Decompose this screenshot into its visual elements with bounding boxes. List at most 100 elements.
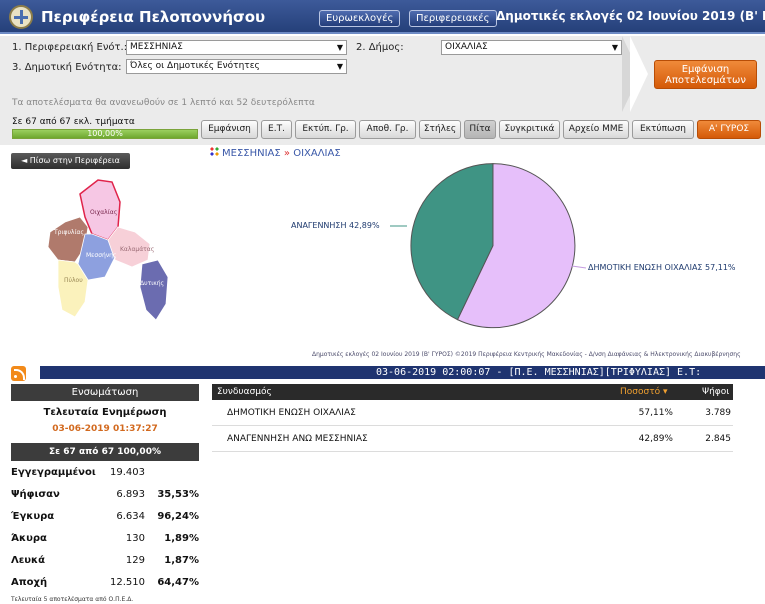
map-region-west-mani[interactable] [139,259,169,321]
news-ticker: 03-06-2019 02:00:07 - [Π.Ε. ΜΕΣΣΗΝΙΑΣ][Τ… [40,366,765,379]
map-region-kalamata[interactable] [107,226,151,268]
row-votes: 2.845 [705,434,731,444]
stat-row-registered: Εγγεγραμμένοι 19.403 [11,463,199,485]
row-percentage: 42,89% [638,434,673,444]
map-region-messini[interactable] [77,233,116,281]
stat-percent: 1,87% [164,555,199,566]
first-round-button[interactable]: Α' ΓΥΡΟΣ [697,120,761,139]
show-button[interactable]: Εμφάνιση [201,120,258,139]
breadcrumb-region[interactable]: ΜΕΣΣΗΝΙΑΣ [222,148,281,159]
map-label-pylos: Πύλου [64,277,83,284]
breadcrumb-separator: » [283,148,291,159]
table-row[interactable]: ΔΗΜΟΤΙΚΗ ΕΝΩΣΗ ΟΙΧΑΛΙΑΣ 57,11% 3.789 [212,400,733,426]
stat-value: 12.510 [110,577,145,588]
column-header-combination[interactable]: Συνδυασμός [217,387,272,397]
progress-text: Σε 67 από 67 εκλ. τμήματα [12,117,135,127]
stat-value: 6.893 [116,489,145,500]
stat-label: Λευκά [11,555,46,566]
coverage-bar: Σε 67 από 67 100,00% [11,443,199,461]
columns-button[interactable]: Στήλες [419,120,461,139]
stat-value: 19.403 [110,467,145,478]
row-votes: 3.789 [705,408,731,418]
page-title: Περιφέρεια Πελοποννήσου [41,8,266,26]
stat-label: Αποχή [11,577,48,588]
pie-slice-dimotiki-enosi[interactable] [456,163,576,329]
breadcrumb-municipality[interactable]: ΟΙΧΑΛΙΑΣ [293,148,341,159]
media-archive-button[interactable]: Αρχείο ΜΜΕ [563,120,629,139]
breadcrumb: ΜΕΣΣΗΝΙΑΣ » ΟΙΧΑΛΙΑΣ [210,147,341,159]
map-label-trifylia: Τριφυλίας [53,229,84,236]
pie-button[interactable]: Πίτα [464,120,496,139]
table-row[interactable]: ΑΝΑΓΕΝΝΗΣΗ ΑΝΩ ΜΕΣΣΗΝΙΑΣ 42,89% 2.845 [212,426,733,452]
column-header-votes[interactable]: Ψήφοι [702,387,730,397]
stat-row-invalid: Άκυρα 130 1,89% [11,529,199,551]
stat-value: 130 [125,533,145,544]
map-region-pylos[interactable] [57,259,89,318]
map-label-oichalia: Οιχαλίας [90,209,117,216]
chevron-down-icon: ▼ [336,62,343,71]
municipality-select[interactable]: ΟΙΧΑΛΙΑΣ ▼ [441,40,622,55]
row-combination: ΑΝΑΓΕΝΝΗΣΗ ΑΝΩ ΜΕΣΣΗΝΙΑΣ [227,434,368,444]
municipal-unit-label: 3. Δημοτική Ενότητα: [12,62,122,73]
print-button[interactable]: Εκτύπωση [632,120,694,139]
column-header-percentage[interactable]: Ποσοστό ▾ [620,387,668,397]
municipal-unit-select[interactable]: Όλες οι Δημοτικές Ενότητες ▼ [126,59,347,74]
map-label-kalamata: Καλαμάτας [120,246,154,253]
footnote: Τελευταία 5 αποτελέσματα από Ο.Π.Ε.Δ. [11,596,134,603]
comparative-button[interactable]: Συγκριτικά [499,120,560,139]
grid-dots-icon [210,147,220,157]
region-unit-value: ΜΕΣΣΗΝΙΑΣ [130,42,183,52]
results-table-header: Συνδυασμός Ποσοστό ▾ Ψήφοι [212,384,733,400]
stat-label: Εγγεγραμμένοι [11,467,96,478]
region-unit-label: 1. Περιφερειακή Ενότ.: [12,42,128,53]
ticker-text: 03-06-2019 02:00:07 - [Π.Ε. ΜΕΣΣΗΝΙΑΣ][Τ… [376,367,702,378]
progress-bar: 100,00% [12,129,198,139]
pie-leader-line-dimotiki [571,265,587,269]
stat-percent: 1,89% [164,533,199,544]
municipality-label: 2. Δήμος: [356,42,404,53]
credits-text: Δημοτικές εκλογές 02 Ιουνίου 2019 (Β' ΓΥ… [312,351,741,358]
stat-row-abstention: Αποχή 12.510 64,47% [11,573,199,595]
stat-percent: 96,24% [157,511,199,522]
municipal-unit-value: Όλες οι Δημοτικές Ενότητες [130,61,260,71]
rss-feed-icon[interactable] [11,366,26,381]
integration-heading: Ενσωμάτωση [11,384,199,401]
map-label-messini: Μεσσήνης [86,252,117,259]
et-button[interactable]: Ε.Τ. [261,120,292,139]
stat-value: 129 [125,555,145,566]
election-title: Δημοτικές εκλογές 02 Ιουνίου 2019 (Β' ΓΥ… [496,9,765,23]
back-to-region-button[interactable]: ◄ Πίσω στην Περιφέρεια [11,153,130,169]
pie-label-dimotiki: ΔΗΜΟΤΙΚΗ ΕΝΩΣΗ ΟΙΧΑΛΙΑΣ 57,11% [588,263,736,272]
stat-row-voted: Ψήφισαν 6.893 35,53% [11,485,199,507]
stat-value: 6.634 [116,511,145,522]
stat-label: Έγκυρα [11,511,55,522]
save-chart-button[interactable]: Αποθ. Γρ. [359,120,416,139]
stat-percent: 64,47% [157,577,199,588]
progress-label: 100,00% [87,129,123,138]
print-chart-button[interactable]: Εκτύπ. Γρ. [295,120,356,139]
pie-slice-anagennisi[interactable] [410,163,494,321]
region-unit-select[interactable]: ΜΕΣΣΗΝΙΑΣ ▼ [126,40,347,55]
stat-percent: 35,53% [157,489,199,500]
row-combination: ΔΗΜΟΤΙΚΗ ΕΝΩΣΗ ΟΙΧΑΛΙΑΣ [227,408,356,418]
row-percentage: 57,11% [638,408,673,418]
refresh-countdown: Τα αποτελέσματα θα ανανεωθούν σε 1 λεπτό… [12,98,315,108]
stat-row-valid: Έγκυρα 6.634 96,24% [11,507,199,529]
show-results-button[interactable]: Εμφάνιση Αποτελεσμάτων [654,60,757,89]
stat-row-blank: Λευκά 129 1,87% [11,551,199,573]
map-label-west-mani: Δυτικής [140,280,164,287]
regional-elections-button[interactable]: Περιφερειακές [409,10,497,27]
last-update-time: 03-06-2019 01:37:27 [52,424,158,434]
euro-elections-button[interactable]: Ευρωεκλογές [319,10,401,27]
stat-label: Άκυρα [11,533,47,544]
progress-fill [13,130,197,138]
header-bar: Περιφέρεια Πελοποννήσου Ευρωεκλογές Περι… [0,0,765,34]
chevron-down-icon: ▼ [611,43,618,52]
region-logo-icon [9,5,33,29]
stat-label: Ψήφισαν [11,489,60,500]
last-update-label: Τελευταία Ενημέρωση [43,407,167,418]
municipality-map: Οιχαλίας Τριφυλίας Μεσσήνης Πύλου Δυτική… [47,179,169,321]
municipality-value: ΟΙΧΑΛΙΑΣ [445,42,488,52]
